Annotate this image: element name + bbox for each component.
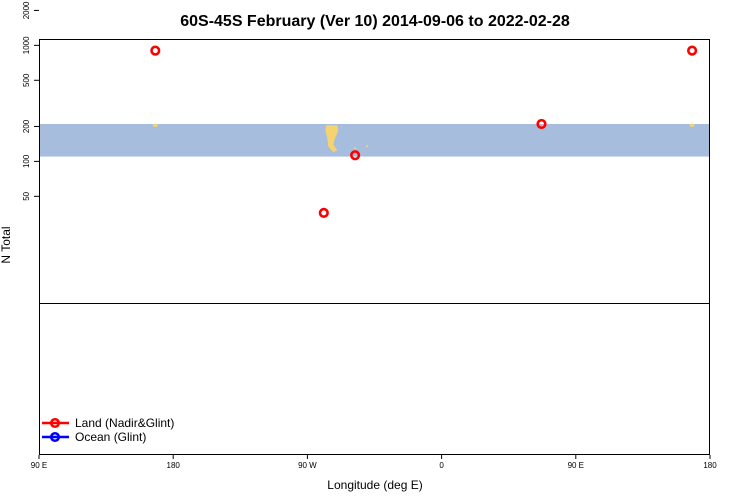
y-axis: 50100200500100020005000100002000050000: [22, 1, 39, 201]
x-tick-label: 90 E: [31, 461, 47, 470]
land-new-zealand-right: [689, 123, 695, 127]
band-layer: [39, 123, 710, 157]
y-axis-label: N Total: [0, 226, 13, 263]
x-tick-label: 90 E: [568, 461, 584, 470]
chart-title: 60S-45S February (Ver 10) 2014-09-06 to …: [180, 13, 570, 30]
land-point: [687, 45, 698, 56]
x-tick-label: 180: [703, 461, 717, 470]
y-tick-label: 50: [22, 191, 31, 200]
land-new-zealand: [152, 123, 158, 127]
data-points: [150, 45, 698, 218]
land-point: [150, 45, 161, 56]
legend-ocean-marker: [49, 431, 61, 443]
x-axis-label: Longitude (deg E): [327, 478, 422, 492]
ocean-band: [39, 123, 710, 157]
y-tick-label: 2000: [22, 1, 31, 19]
land-south-america: [325, 125, 339, 153]
x-tick-label: 180: [167, 461, 181, 470]
land-point: [350, 150, 361, 161]
x-tick-label: 0: [439, 461, 444, 470]
x-axis: 90 E 180 90 W 0 90 E 180: [31, 455, 717, 470]
legend-land-marker: [49, 417, 61, 429]
y-tick-label: 200: [22, 119, 31, 133]
land-point: [318, 207, 329, 218]
land-islands-east: [366, 145, 369, 148]
legend: Land (Nadir&Glint) Ocean (Glint): [42, 416, 174, 444]
legend-land-label: Land (Nadir&Glint): [75, 416, 174, 430]
y-tick-label: 100: [22, 154, 31, 168]
y-tick-label: 500: [22, 73, 31, 87]
x-tick-label: 90 W: [298, 461, 317, 470]
plot-frame: [39, 39, 710, 455]
land-islands: [354, 147, 357, 150]
legend-ocean-label: Ocean (Glint): [75, 430, 146, 444]
land-point: [536, 118, 547, 130]
y-tick-label: 1000: [22, 36, 31, 54]
